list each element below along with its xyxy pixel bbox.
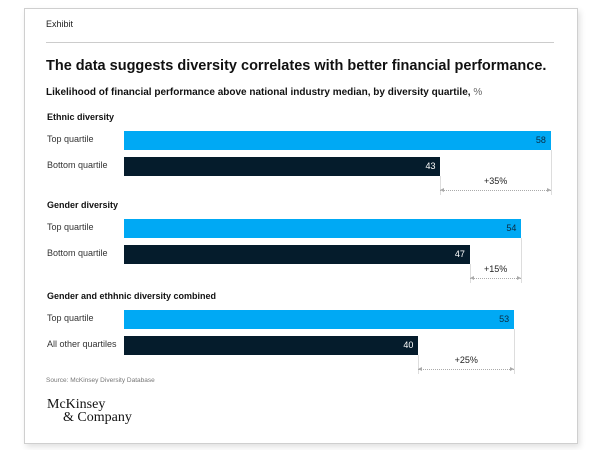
bar: 40 [124, 336, 419, 355]
difference-bracket-line [521, 238, 523, 283]
exhibit-label: Exhibit [46, 19, 74, 29]
group-heading: Gender and ethhnic diversity combined [47, 291, 217, 301]
chart-title: The data suggests diversity correlates w… [46, 58, 547, 74]
difference-bracket-line [469, 264, 471, 283]
bar: 53 [124, 310, 515, 329]
difference-bracket-line [550, 150, 552, 195]
bar-value-label: 58 [535, 135, 546, 145]
row-label: Top quartile [47, 134, 94, 144]
bar-value-label: 43 [425, 161, 436, 171]
bar-value-label: 47 [454, 249, 465, 259]
difference-bracket-line [514, 329, 516, 374]
difference-arrow [418, 367, 515, 371]
bar: 58 [124, 131, 551, 150]
divider [46, 42, 554, 43]
mckinsey-logo: McKinsey & Company [47, 397, 132, 425]
bar: 43 [124, 157, 441, 176]
difference-label: +25% [454, 355, 478, 365]
difference-label: +15% [484, 264, 508, 274]
row-label: Top quartile [47, 222, 94, 232]
group-heading: Gender diversity [47, 200, 119, 210]
difference-bracket-line [440, 176, 442, 195]
row-label: Top quartile [47, 313, 94, 323]
difference-arrow [469, 276, 522, 280]
unit-label: % [473, 87, 483, 98]
row-label: All other quartiles [47, 339, 117, 349]
group-heading: Ethnic diversity [47, 112, 115, 122]
chart-subtitle: Likelihood of financial performance abov… [46, 87, 482, 98]
bar-value-label: 53 [499, 314, 510, 324]
bar: 54 [124, 219, 522, 238]
source-note: Source: McKinsey Diversity Database [46, 377, 155, 384]
bar: 47 [124, 245, 470, 264]
bar-value-label: 54 [506, 223, 517, 233]
difference-arrow [440, 188, 552, 192]
difference-label: +35% [484, 176, 508, 186]
bar-value-label: 40 [403, 340, 414, 350]
subtitle-text: Likelihood of financial performance abov… [46, 87, 471, 98]
difference-bracket-line [418, 355, 420, 374]
row-label: Bottom quartile [47, 248, 108, 258]
row-label: Bottom quartile [47, 160, 108, 170]
